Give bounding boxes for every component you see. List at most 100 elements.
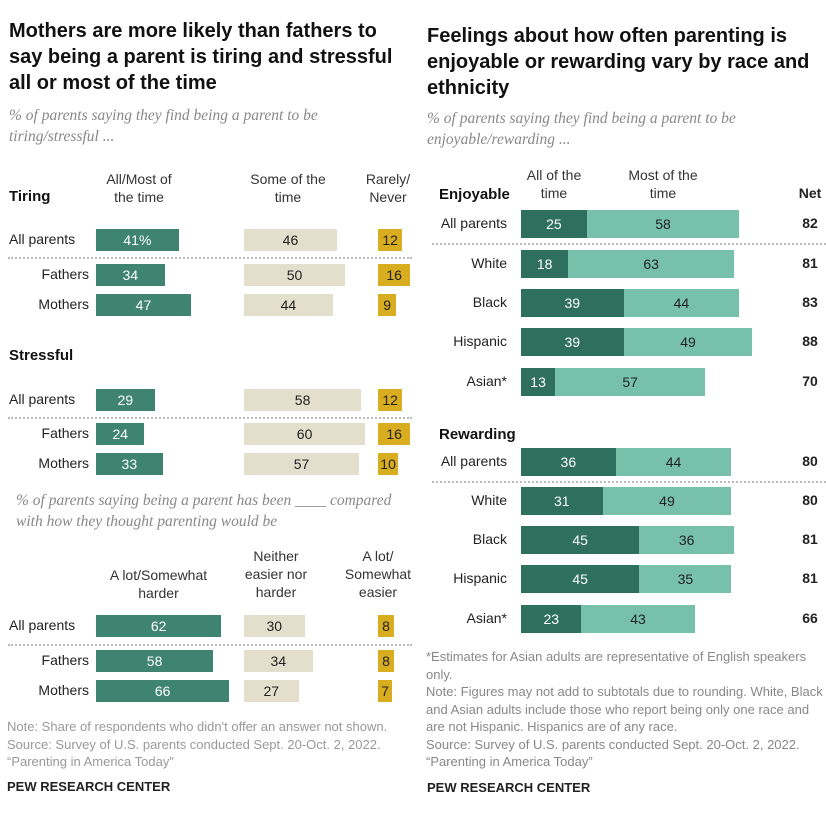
note-line: Note: Share of respondents who didn't of… bbox=[7, 719, 388, 734]
bar-third: 8 bbox=[378, 650, 395, 672]
net-value: 82 bbox=[802, 215, 818, 231]
row-label: Black bbox=[472, 294, 507, 310]
row-label: Mothers bbox=[38, 682, 89, 698]
right-chart-subtitle: % of parents saying they find being a pa… bbox=[427, 110, 736, 148]
bar-all-of-the-time: 25 bbox=[521, 210, 587, 238]
bar-third: 16 bbox=[378, 264, 411, 286]
left-chart-title: Mothers are more likely than fathers to … bbox=[9, 20, 393, 94]
bar-second: 44 bbox=[244, 294, 333, 316]
bar-most-of-the-time: 63 bbox=[568, 250, 735, 278]
col-header-easier: A lot/ Somewhat easier bbox=[344, 548, 412, 600]
right-notes: *Estimates for Asian adults are represen… bbox=[426, 648, 824, 771]
bar-second: 50 bbox=[244, 264, 345, 286]
bar-most-of-the-time: 44 bbox=[623, 289, 740, 317]
bar-second: 27 bbox=[244, 680, 299, 702]
bar-third: 12 bbox=[378, 229, 403, 251]
col-header-some: Some of the time bbox=[250, 171, 326, 205]
net-value: 81 bbox=[802, 531, 818, 547]
bar-all-of-the-time: 39 bbox=[521, 328, 624, 356]
bar-all-of-the-time: 45 bbox=[521, 565, 640, 593]
row-label: Fathers bbox=[41, 425, 89, 441]
divider bbox=[8, 644, 412, 646]
row-label: Fathers bbox=[41, 266, 89, 282]
bar-third: 9 bbox=[378, 294, 397, 316]
bar-third: 16 bbox=[378, 423, 411, 445]
bar-all-of-the-time: 39 bbox=[521, 289, 624, 317]
row-label: Hispanic bbox=[453, 333, 507, 349]
net-value: 70 bbox=[802, 373, 818, 389]
bar-most-of-the-time: 35 bbox=[639, 565, 732, 593]
divider bbox=[8, 257, 412, 259]
bar-most-of-the-time: 36 bbox=[639, 526, 735, 554]
section-title: Enjoyable bbox=[439, 186, 510, 203]
source-line: Source: Survey of U.S. parents conducted… bbox=[7, 736, 381, 752]
row-label: White bbox=[471, 492, 507, 508]
bar-second: 58 bbox=[244, 389, 362, 411]
net-value: 81 bbox=[802, 570, 818, 586]
bar-third: 8 bbox=[378, 615, 395, 637]
row-label: All parents bbox=[9, 391, 76, 407]
bar-first: 29 bbox=[96, 389, 155, 411]
left-chart-subtitle-2: % of parents saying being a parent has b… bbox=[16, 492, 392, 530]
col-header-neither: Neither easier nor harder bbox=[244, 548, 308, 600]
asterisk-note: *Estimates for Asian adults are represen… bbox=[426, 649, 807, 682]
bar-second: 57 bbox=[244, 453, 360, 475]
section-title: Rewarding bbox=[439, 426, 516, 443]
bar-all-of-the-time: 23 bbox=[521, 605, 582, 633]
bar-most-of-the-time: 49 bbox=[602, 487, 732, 515]
right-chart-title: Feelings about how often parenting is en… bbox=[427, 25, 810, 99]
bar-second: 46 bbox=[244, 229, 337, 251]
source-line: Source: Survey of U.S. parents conducted… bbox=[426, 736, 800, 752]
bar-first: 62 bbox=[96, 615, 222, 637]
row-label: All parents bbox=[9, 231, 76, 247]
bar-most-of-the-time: 58 bbox=[586, 210, 740, 238]
col-header-all-time: All of the time bbox=[526, 167, 582, 201]
col-header-all-most: All/Most of the time bbox=[106, 171, 172, 205]
bar-all-of-the-time: 31 bbox=[521, 487, 603, 515]
net-value: 81 bbox=[802, 255, 818, 271]
row-label: Hispanic bbox=[453, 570, 507, 586]
col-header-harder: A lot/Somewhat harder bbox=[109, 567, 208, 601]
divider bbox=[8, 417, 412, 419]
report-line: “Parenting in America Today” bbox=[7, 754, 174, 769]
bar-first: 33 bbox=[96, 453, 163, 475]
row-label: White bbox=[471, 255, 507, 271]
left-credit: PEW RESEARCH CENTER bbox=[7, 779, 171, 794]
bar-most-of-the-time: 57 bbox=[555, 368, 706, 396]
row-label: Black bbox=[472, 531, 507, 547]
row-label: Mothers bbox=[38, 296, 89, 312]
row-label: Asian* bbox=[466, 373, 507, 389]
bar-third: 7 bbox=[378, 680, 393, 702]
col-header-rarely: Rarely/ Never bbox=[365, 171, 411, 205]
bar-first: 66 bbox=[96, 680, 230, 702]
report-line: “Parenting in America Today” bbox=[426, 754, 593, 769]
bar-third: 12 bbox=[378, 389, 403, 411]
bar-first: 47 bbox=[96, 294, 191, 316]
bar-second: 30 bbox=[244, 615, 305, 637]
bar-first: 41% bbox=[96, 229, 179, 251]
row-label: Fathers bbox=[41, 652, 89, 668]
section-title: Stressful bbox=[9, 347, 74, 364]
bar-second: 34 bbox=[244, 650, 313, 672]
note-line: Note: Figures may not add to subtotals d… bbox=[426, 684, 823, 734]
net-value: 66 bbox=[802, 610, 818, 626]
divider bbox=[432, 243, 826, 245]
bar-most-of-the-time: 43 bbox=[581, 605, 695, 633]
row-label: All parents bbox=[440, 215, 507, 231]
row-label: Asian* bbox=[466, 610, 507, 626]
row-label: All parents bbox=[9, 617, 76, 633]
bar-first: 58 bbox=[96, 650, 214, 672]
bar-all-of-the-time: 36 bbox=[521, 448, 616, 476]
net-value: 80 bbox=[802, 492, 818, 508]
bar-all-of-the-time: 18 bbox=[521, 250, 569, 278]
bar-all-of-the-time: 45 bbox=[521, 526, 640, 554]
row-label: All parents bbox=[440, 453, 507, 469]
bar-second: 60 bbox=[244, 423, 366, 445]
bar-first: 34 bbox=[96, 264, 165, 286]
bar-all-of-the-time: 13 bbox=[521, 368, 556, 396]
left-notes: Note: Share of respondents who didn't of… bbox=[7, 718, 412, 771]
section-title: Tiring bbox=[9, 188, 51, 205]
bar-most-of-the-time: 44 bbox=[615, 448, 732, 476]
bar-most-of-the-time: 49 bbox=[623, 328, 753, 356]
